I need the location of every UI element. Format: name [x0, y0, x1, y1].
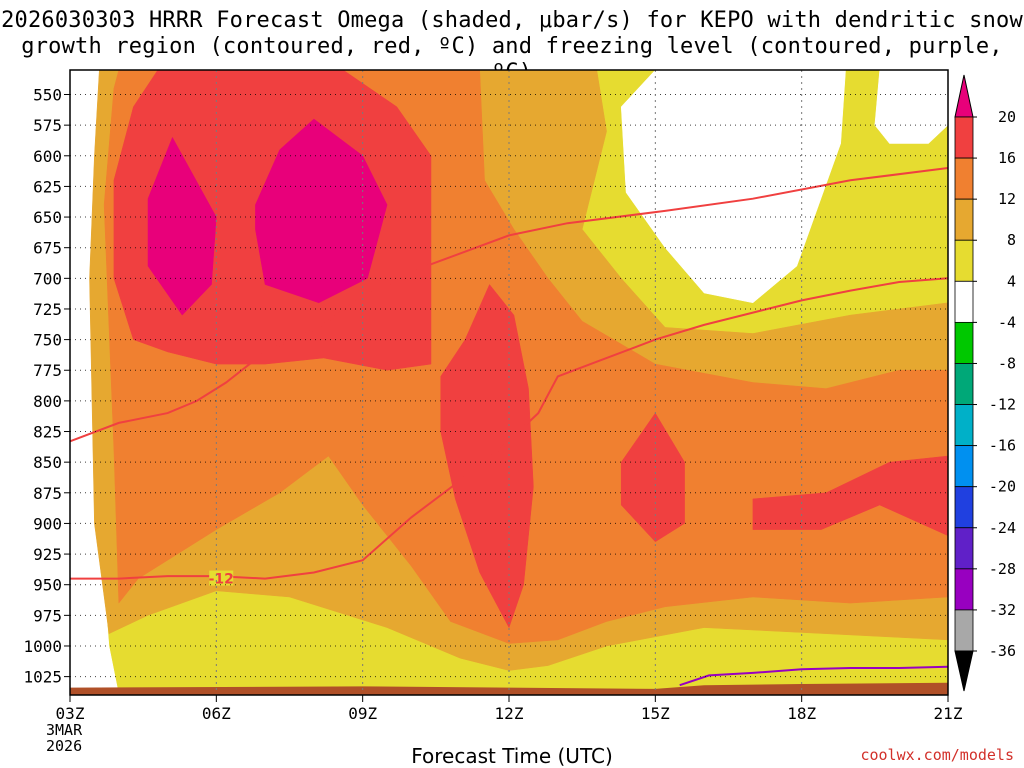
y-tick-label-875: 875 — [33, 484, 62, 503]
y-tick-label-950: 950 — [33, 576, 62, 595]
omega-region-20-11 — [255, 118, 388, 304]
date-year: 2026 — [46, 737, 83, 755]
colorbar-swatch-3 — [954, 239, 974, 282]
y-tick-label-625: 625 — [33, 177, 62, 196]
y-tick-label-750: 750 — [33, 331, 62, 350]
y-tick-label-1025: 1025 — [23, 668, 62, 687]
y-tick-label-550: 550 — [33, 86, 62, 105]
y-tick-label-700: 700 — [33, 269, 62, 288]
chart-title-line1: 2026030303 HRRR Forecast Omega (shaded, … — [1, 8, 1023, 33]
colorbar-swatch-11 — [954, 568, 974, 611]
colorbar-arrow-bottom — [954, 650, 974, 692]
x-tick-label-06Z: 06Z — [202, 704, 231, 723]
x-tick-label-09Z: 09Z — [348, 704, 377, 723]
y-tick-label-850: 850 — [33, 453, 62, 472]
colorbar-swatch-9 — [954, 486, 974, 529]
colorbar-arrow-top — [954, 74, 974, 118]
x-tick-label-18Z: 18Z — [787, 704, 816, 723]
colorbar-swatch-12 — [954, 609, 974, 652]
colorbar-label-3: 8 — [1007, 231, 1016, 249]
colorbar-label-13: -36 — [989, 642, 1016, 660]
colorbar-label-6: -8 — [998, 354, 1016, 372]
y-tick-label-775: 775 — [33, 361, 62, 380]
y-tick-label-800: 800 — [33, 392, 62, 411]
colorbar-label-10: -24 — [989, 519, 1016, 537]
site-credit[interactable]: coolwx.com/models — [860, 746, 1014, 764]
y-tick-label-600: 600 — [33, 147, 62, 166]
colorbar-swatch-10 — [954, 527, 974, 570]
colorbar-label-9: -20 — [989, 478, 1016, 496]
colorbar-label-7: -12 — [989, 396, 1016, 414]
y-tick-label-900: 900 — [33, 514, 62, 533]
y-tick-label-825: 825 — [33, 423, 62, 442]
contour-label: -12 — [209, 572, 234, 588]
colorbar-label-1: 16 — [998, 149, 1016, 167]
colorbar-swatch-6 — [954, 363, 974, 405]
freezing-level-contour — [679, 665, 948, 687]
colorbar-label-4: 4 — [1007, 272, 1016, 290]
x-tick-label-15Z: 15Z — [641, 704, 670, 723]
omega-region-20-10 — [147, 136, 217, 316]
y-tick-label-1000: 1000 — [23, 637, 62, 656]
contour-label-bg — [209, 570, 234, 586]
colorbar-swatch-0 — [954, 116, 974, 159]
colorbar-swatch-4 — [954, 280, 974, 323]
colorbar-swatch-8 — [954, 445, 974, 488]
colorbar-label-2: 12 — [998, 190, 1016, 208]
chart-title-line2: growth region (contoured, red, ºC) and f… — [21, 34, 1003, 85]
x-tick-label-03Z: 03Z — [56, 704, 85, 723]
colorbar-label-8: -16 — [989, 437, 1016, 455]
colorbar-swatch-5 — [954, 321, 974, 364]
omega-region-16-8 — [620, 412, 685, 543]
x-tick-label-12Z: 12Z — [495, 704, 524, 723]
x-tick-label-21Z: 21Z — [934, 704, 963, 723]
dgz-contour-upper — [70, 167, 948, 443]
y-tick-label-725: 725 — [33, 300, 62, 319]
colorbar-swatch-2 — [954, 198, 974, 241]
y-tick-label-650: 650 — [33, 208, 62, 227]
x-axis-title: Forecast Time (UTC) — [411, 744, 613, 768]
omega-region-neg4-2 — [620, 70, 846, 304]
colorbar-label-5: -4 — [998, 313, 1016, 331]
colorbar-label-0: 20 — [998, 108, 1016, 126]
colorbar-label-12: -32 — [989, 601, 1016, 619]
y-tick-label-925: 925 — [33, 545, 62, 564]
colorbar-swatch-1 — [954, 157, 974, 200]
date-month-day: 3MAR — [46, 721, 83, 739]
y-tick-label-575: 575 — [33, 116, 62, 135]
y-tick-label-675: 675 — [33, 239, 62, 258]
y-tick-label-975: 975 — [33, 606, 62, 625]
omega-region-neg4-3 — [874, 70, 948, 144]
colorbar-label-11: -28 — [989, 560, 1016, 578]
colorbar-swatch-7 — [954, 404, 974, 447]
